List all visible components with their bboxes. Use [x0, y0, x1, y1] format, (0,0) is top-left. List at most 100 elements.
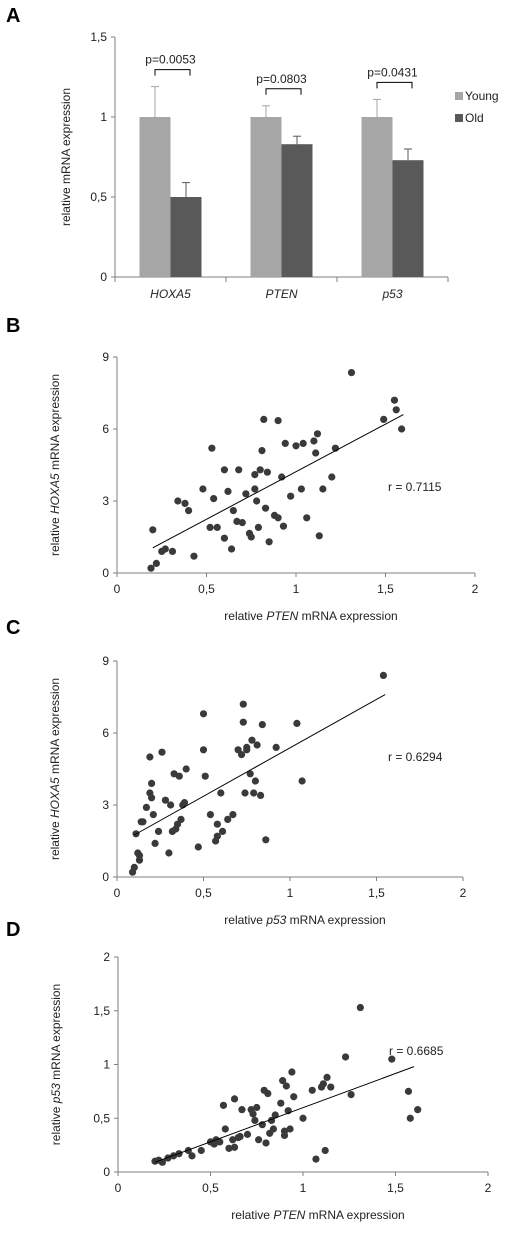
data-point — [135, 856, 144, 864]
category-label: PTEN — [265, 287, 297, 301]
data-point — [181, 499, 189, 507]
data-point — [379, 671, 388, 680]
x-tick-label: 1,5 — [377, 582, 394, 596]
x-tick-label: 0 — [114, 582, 121, 596]
y-tick-label: 0 — [100, 270, 107, 284]
y-tick-label: 3 — [102, 798, 109, 812]
data-point — [175, 772, 183, 780]
y-tick-label: 9 — [102, 350, 109, 364]
data-point — [158, 748, 166, 756]
significance-bracket — [154, 69, 191, 76]
data-point — [264, 1089, 272, 1098]
data-point — [197, 1146, 205, 1155]
data-point — [298, 777, 306, 785]
y-tick-label: 1 — [100, 110, 107, 124]
data-point — [206, 523, 214, 532]
data-point — [265, 538, 273, 546]
data-point — [227, 545, 236, 553]
data-point — [152, 559, 160, 568]
data-point — [323, 1073, 331, 1081]
data-point — [161, 545, 169, 553]
y-axis-title-gene: HOXA5 — [48, 473, 62, 514]
data-point — [274, 417, 282, 425]
data-point — [208, 444, 216, 452]
data-point — [167, 801, 175, 809]
data-point — [146, 753, 154, 761]
x-tick-label: 0,5 — [202, 1181, 219, 1195]
data-point — [272, 743, 280, 752]
scatter-panel-b: 0 3 6 9 0 0,5 1 1,5 2 relative PTEN mRNA expressi… — [48, 350, 479, 623]
y-axis-title-suffix: mRNA expression — [49, 984, 63, 1083]
data-point — [229, 811, 237, 819]
data-point — [199, 710, 208, 718]
data-point — [293, 719, 301, 728]
y-axis-title: relative HOXA5 mRNA expression — [48, 678, 62, 860]
y-axis-title-prefix: relative — [48, 818, 62, 860]
data-point — [242, 490, 250, 498]
y-axis-title-prefix: relative — [49, 1103, 63, 1145]
y-axis-title-gene: HOXA5 — [48, 777, 62, 818]
bar-young — [361, 117, 393, 277]
data-point — [392, 406, 400, 414]
data-point — [241, 789, 249, 797]
data-point — [297, 485, 305, 493]
trendline — [152, 414, 404, 549]
data-point — [201, 772, 209, 780]
data-point — [233, 517, 241, 526]
data-point — [321, 1146, 329, 1155]
data-point — [151, 839, 159, 848]
y-axis-title-gene: p53 — [49, 1083, 63, 1104]
data-point — [154, 827, 163, 836]
data-point — [180, 799, 189, 807]
x-tick-label: 2 — [460, 886, 467, 900]
p-value-label: p=0.0803 — [256, 72, 307, 86]
data-point — [388, 1055, 396, 1063]
trendline — [134, 694, 386, 836]
data-point — [261, 504, 270, 512]
data-point — [174, 497, 182, 505]
data-point — [299, 439, 307, 447]
category-label: HOXA5 — [150, 287, 191, 301]
data-point — [347, 369, 356, 377]
x-tick-label: 1,5 — [387, 1181, 404, 1195]
bar-chart-panel-a: 0 0,5 1 1,5 relative mRNA expression HOXA5 p=0… — [59, 30, 499, 301]
y-axis-title-suffix: mRNA expression — [48, 374, 62, 473]
data-point — [239, 718, 247, 726]
data-point — [258, 447, 266, 455]
data-point — [253, 1103, 261, 1112]
data-point — [213, 832, 221, 840]
data-point — [149, 526, 157, 534]
data-point — [188, 1152, 196, 1160]
y-tick-label: 0,5 — [93, 1111, 110, 1125]
data-point — [213, 820, 221, 828]
significance-bracket — [265, 88, 302, 95]
panel-letter-c: C — [6, 617, 20, 639]
data-point — [142, 803, 151, 812]
data-point — [224, 487, 232, 495]
data-point — [229, 507, 237, 515]
bar-old — [392, 160, 424, 277]
data-point — [327, 1083, 335, 1091]
panel-letter-a: A — [6, 5, 20, 27]
y-axis-title-prefix: relative — [48, 514, 62, 556]
data-point — [288, 1068, 296, 1076]
data-point — [247, 533, 255, 541]
significance-bracket — [376, 81, 413, 89]
data-point — [263, 468, 271, 476]
x-tick-label: 0 — [114, 886, 121, 900]
data-point — [274, 514, 282, 522]
data-point — [224, 815, 232, 824]
legend-label-old: Old — [465, 111, 484, 125]
data-point — [299, 1114, 307, 1122]
data-point — [239, 700, 247, 708]
data-point — [251, 777, 259, 785]
data-point — [390, 396, 399, 404]
x-tick-label: 1 — [293, 582, 300, 596]
data-point — [218, 827, 227, 836]
data-point — [260, 415, 268, 423]
data-point — [277, 1099, 285, 1107]
data-point — [177, 815, 185, 824]
y-axis-title: relative HOXA5 mRNA expression — [48, 374, 62, 556]
y-tick-label: 6 — [102, 726, 109, 740]
data-point — [347, 1091, 355, 1099]
